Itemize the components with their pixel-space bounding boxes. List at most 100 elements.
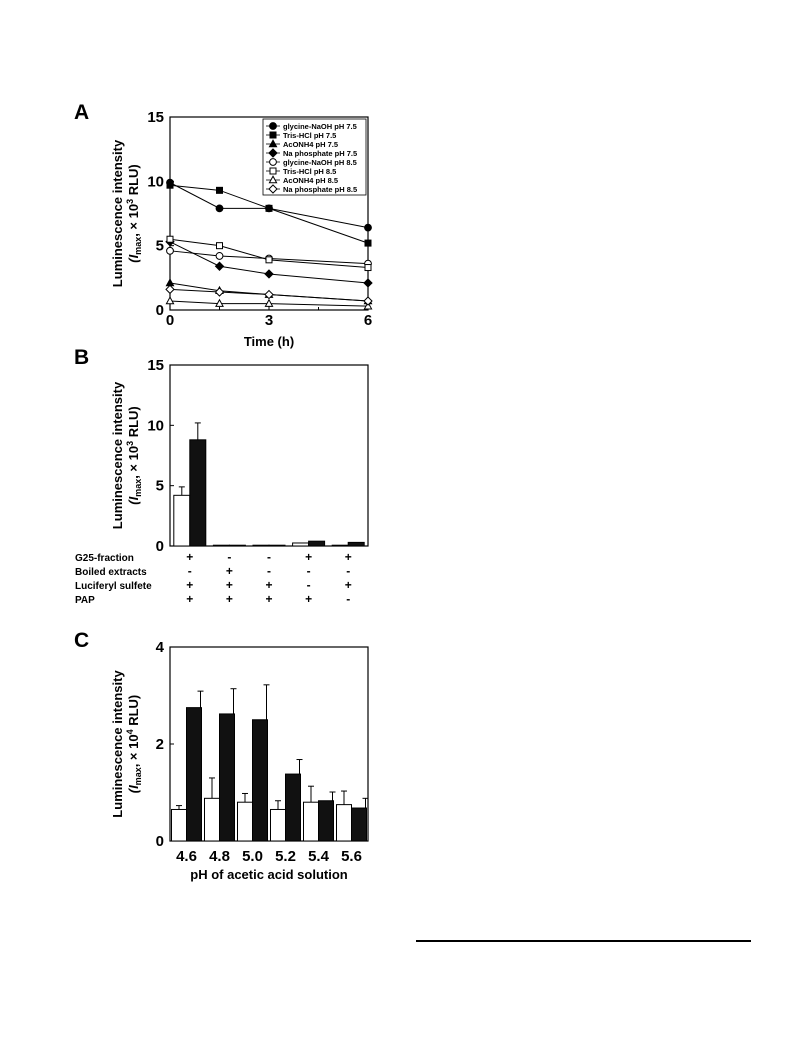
chart-b-ylabel-sub: max [133,479,143,497]
chart-a-point [364,264,372,272]
chart-a-ylabel-sup: 3 [125,199,135,204]
chart-a-legend-entry: Na phosphate pH 8.5 [283,185,357,194]
chart-a-legend-entry: AcONH4 pH 7.5 [283,140,338,149]
panel-letter-b: B [74,346,90,369]
chart-b-bar [268,544,286,547]
chart-a-series-line [169,250,369,265]
chart-c-bar [303,801,319,842]
chart-c-ylabel-prefix: (I [126,785,141,793]
chart-a-ylabel: Luminescence intensity (Imax, × 103 RLU) [110,139,143,287]
chart-a-xlabel: Time (h) [244,334,294,349]
chart-b-condition-label: G25-fraction [75,553,134,564]
chart-c-bar [252,719,268,842]
chart-b-condition-sign: + [265,578,272,592]
chart-a-ylabel-units: (Imax, × 103 RLU) [125,164,143,263]
chart-c-ylabel: Luminescence intensity (Imax, × 104 RLU) [110,670,143,818]
chart-c-bar [270,808,286,842]
chart-a-point [363,296,373,306]
chart-b-condition-sign: + [226,592,233,606]
chart-c-ylabel-mid: , × 10 [126,734,141,767]
chart-a-point [215,298,224,307]
chart-a-ytick-label: 10 [147,173,164,190]
chart-a-point [166,235,174,243]
chart-b-condition-sign: - [346,564,350,578]
chart-a-point [165,296,175,305]
chart-b-ylabel-mid: , × 10 [126,446,141,479]
chart-c-xtick-label: 4.6 [176,848,197,865]
chart-b-bar [252,544,270,547]
chart-a-point [265,256,273,264]
chart-a-point [166,181,174,189]
chart-a-legend-marker [268,175,278,184]
chart-b-condition-sign: + [226,564,233,578]
chart-c-ytick-label: 2 [156,736,164,753]
chart-b-ytick-label: 0 [156,538,164,555]
chart-b-bar [308,540,326,547]
chart-c-xtick-label: 5.0 [242,848,263,865]
chart-a-xtick-label: 6 [364,312,372,329]
chart-a-legend-entry: Na phosphate pH 7.5 [283,149,357,158]
chart-a-ylabel-suffix: RLU) [126,164,141,199]
chart-a-point [216,242,223,250]
chart-b-ytick-label: 5 [156,478,164,495]
chart-c-xtick-label: 4.8 [209,848,230,865]
chart-b-condition-sign: + [226,578,233,592]
chart-c-bar [351,807,367,842]
chart-a-xtick-label: 0 [166,312,174,329]
chart-b-condition-label: Boiled extracts [75,567,147,578]
chart-b-condition-sign: + [305,592,312,606]
chart-a-legend-marker [268,148,278,158]
chart-a-point [166,246,174,255]
chart-a-point [214,261,225,271]
chart-b-condition-sign: + [345,550,352,564]
chart-a-point [265,204,273,212]
chart-c-bar [204,797,220,842]
divider-line [416,940,751,942]
chart-b-bar [347,541,365,547]
chart-c-ytick-label: 0 [156,833,164,850]
chart-b-condition-sign: - [267,550,271,564]
chart-b-condition-sign: - [307,564,311,578]
chart-a-legend-entry: Tris-HCl pH 8.5 [283,167,336,176]
chart-a-series-line [169,241,369,284]
chart-c-xtick-label: 5.4 [308,848,330,865]
chart-c-xlabel: pH of acetic acid solution [190,867,348,882]
panel-letter-a: A [74,101,90,124]
chart-a-point [264,269,274,279]
chart-b-condition-sign: + [265,592,272,606]
chart-a-legend-marker [268,184,278,194]
chart-a-legend-marker [269,131,277,139]
chart-a-point [216,186,223,194]
chart-a-legend-box [262,118,367,196]
chart-c-ytick-label: 4 [156,639,165,656]
chart-b-condition-sign: - [346,592,350,606]
chart-c-bar [318,800,334,842]
chart-a-point [364,239,372,247]
chart-a-ylabel-sub: max [133,237,143,255]
chart-b-bar [228,544,246,547]
chart-a-point [214,287,225,297]
chart-c-ylabel-units: (Imax, × 104 RLU) [125,695,143,794]
chart-a-point [165,284,175,295]
chart-a-point [215,252,224,260]
chart-b-ylabel-units: (Imax, × 103 RLU) [125,406,143,505]
chart-b-condition-label: Luciferyl sulfete [75,581,152,592]
chart-a-point [363,278,373,288]
chart-b-bar [212,544,230,547]
chart-b-bar [189,439,207,547]
chart-c-xtick-label: 5.6 [341,848,362,865]
chart-a-ylabel-prefix: (I [126,254,141,262]
chart-a-series-line [169,300,369,307]
chart-b-ylabel-prefix: (I [126,496,141,504]
chart-b-ytick-label: 10 [147,417,164,434]
chart-c-bar [237,801,253,842]
chart-b-ylabel-sup: 3 [125,441,135,446]
chart-a-ylabel-main: Luminescence intensity [110,139,125,287]
chart-a-series-line [169,184,369,244]
chart-b-condition-sign: - [307,578,311,592]
chart-a-point [215,204,224,213]
chart-a-legend-marker [269,167,277,175]
chart-b-condition-sign: - [188,564,192,578]
chart-a-series-line [169,182,369,229]
